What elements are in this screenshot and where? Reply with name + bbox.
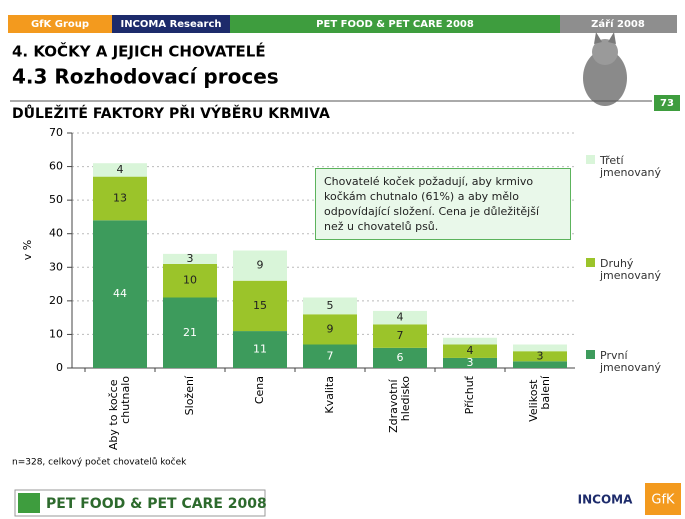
value-label: 7 <box>397 329 404 342</box>
y-axis-label: v % <box>21 240 34 260</box>
x-tick-label: Aby to kočce chutnalo <box>107 376 132 450</box>
cat-picture <box>583 32 627 106</box>
bar-segment <box>373 324 427 348</box>
footer-brand-bg <box>645 483 681 515</box>
header-text: Září 2008 <box>591 18 645 30</box>
bar-segment <box>303 314 357 345</box>
value-label: 3 <box>187 252 194 265</box>
value-label: 6 <box>397 351 404 364</box>
value-label: 44 <box>113 287 127 300</box>
legend-label: Třetí jmenovaný <box>599 154 661 179</box>
footer-brand: INCOMA <box>578 493 633 507</box>
bar-segment <box>303 344 357 368</box>
page-number: 73 <box>660 98 674 109</box>
footer-brand: GfK <box>651 493 675 508</box>
x-tick-label: Zdravotní hledisko <box>387 376 412 433</box>
footer-logo-box <box>14 489 266 517</box>
value-label: 4 <box>117 163 124 176</box>
y-tick-label: 70 <box>49 126 63 139</box>
bar-segment <box>303 297 357 315</box>
x-tick-label: Příchuť <box>463 375 476 414</box>
subsection-title: 4.3 Rozhodovací proces <box>12 65 279 89</box>
x-tick-label: Velikost balení <box>527 375 552 422</box>
bar-segment <box>443 337 497 345</box>
y-tick-label: 30 <box>49 260 63 273</box>
bar-segment <box>443 357 497 368</box>
bar-segment <box>233 331 287 368</box>
value-label: 7 <box>327 349 334 362</box>
value-label: 3 <box>537 349 544 362</box>
value-label: 9 <box>257 259 264 272</box>
bar-segment <box>373 347 427 368</box>
bar-segment <box>163 263 217 298</box>
y-tick-label: 20 <box>49 294 63 307</box>
legend-label: Druhý jmenovaný <box>599 257 661 282</box>
legend-swatch <box>586 350 595 359</box>
value-label: 11 <box>253 343 267 356</box>
value-label: 5 <box>327 299 334 312</box>
header-left2-bg <box>112 15 230 33</box>
bar-segment <box>163 253 217 264</box>
footnote: n=328, celkový počet chovatelů koček <box>12 457 187 468</box>
x-tick-label: Kvalita <box>323 376 336 414</box>
bar-segment <box>93 163 147 177</box>
y-tick-label: 10 <box>49 327 63 340</box>
header-text: PET FOOD & PET CARE 2008 <box>316 19 474 30</box>
value-label: 21 <box>183 326 197 339</box>
y-tick-label: 50 <box>49 193 63 206</box>
bar-segment <box>93 176 147 221</box>
bar-segment <box>513 344 567 352</box>
header-left-bg <box>8 15 112 33</box>
bar-segment <box>233 280 287 332</box>
value-label: 10 <box>183 274 197 287</box>
footer-logo-icon <box>18 493 40 513</box>
value-label: 9 <box>327 322 334 335</box>
footer-logo: PET FOOD & PET CARE 2008 <box>46 496 267 512</box>
value-label: 13 <box>113 191 127 204</box>
y-tick-label: 0 <box>56 361 63 374</box>
legend-label: První jmenovaný <box>599 349 661 374</box>
x-tick-label: Složení <box>183 375 196 415</box>
bar-segment <box>163 297 217 368</box>
value-label: 3 <box>467 356 474 369</box>
bar-segment <box>513 361 567 368</box>
legend-swatch <box>586 155 595 164</box>
header-text: GfK Group <box>31 19 89 30</box>
y-tick-label: 60 <box>49 160 63 173</box>
bar-segment <box>233 250 287 281</box>
bar-segment <box>373 310 427 325</box>
section-title: 4. KOČKY A JEJICH CHOVATELÉ <box>12 42 266 61</box>
value-label: 4 <box>467 344 474 357</box>
annotation: Chovatelé koček požadují, aby krmivo koč… <box>315 168 571 240</box>
value-label: 4 <box>397 311 404 324</box>
header-center-bg <box>230 15 560 33</box>
header-right-bg <box>560 15 677 33</box>
page-number-bg <box>654 95 680 111</box>
x-tick-label: Cena <box>253 376 266 404</box>
y-tick-label: 40 <box>49 227 63 240</box>
chart-title: DŮLEŽITÉ FAKTORY PŘI VÝBĚRU KRMIVA <box>12 104 330 122</box>
bar-segment <box>93 220 147 368</box>
header-text: INCOMA Research <box>120 19 221 30</box>
bar-segment <box>443 344 497 358</box>
legend-swatch <box>586 258 595 267</box>
value-label: 15 <box>253 299 267 312</box>
bar-segment <box>513 351 567 362</box>
